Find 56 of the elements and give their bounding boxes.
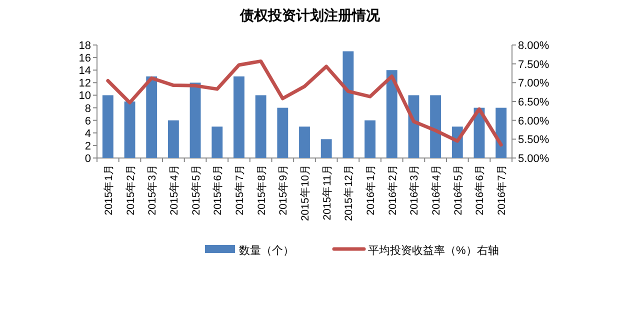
x-tick-label: 2016年1月 bbox=[365, 164, 378, 216]
y2-tick-label: 6.00% bbox=[518, 115, 550, 128]
y-tick-label: 2 bbox=[84, 140, 91, 152]
x-tick-label: 2015年2月 bbox=[124, 164, 137, 216]
bar bbox=[190, 82, 201, 158]
x-tick-label: 2016年7月 bbox=[496, 164, 508, 216]
x-tick-label: 2015年9月 bbox=[278, 164, 290, 216]
y-tick-label: 12 bbox=[78, 78, 91, 90]
bar bbox=[386, 70, 398, 158]
y-tick-label: 0 bbox=[84, 153, 91, 165]
x-tick-label: 2015年5月 bbox=[190, 164, 202, 216]
legend-label: 数量（个） bbox=[239, 245, 294, 257]
x-tick-label: 2016年3月 bbox=[408, 164, 421, 216]
x-tick-label: 2016年2月 bbox=[386, 164, 399, 216]
y2-tick-label: 5.00% bbox=[518, 153, 550, 165]
bar bbox=[277, 108, 288, 158]
x-tick-label: 2015年12月 bbox=[343, 164, 356, 222]
bar bbox=[255, 95, 266, 158]
bar bbox=[102, 95, 114, 158]
y-tick-label: 18 bbox=[78, 40, 91, 52]
y-tick-label: 10 bbox=[78, 90, 91, 102]
y2-tick-label: 6.50% bbox=[518, 96, 550, 108]
x-tick-label: 2015年1月 bbox=[102, 164, 115, 216]
x-tick-label: 2015年6月 bbox=[212, 164, 224, 216]
x-tick-label: 2015年4月 bbox=[168, 164, 180, 216]
bar bbox=[124, 102, 136, 158]
y-tick-label: 16 bbox=[78, 52, 91, 65]
x-tick-label: 2015年7月 bbox=[234, 164, 246, 216]
y2-tick-label: 7.50% bbox=[518, 58, 550, 71]
bar bbox=[146, 76, 158, 158]
bar bbox=[364, 120, 376, 158]
x-tick-label: 2015年10月 bbox=[300, 164, 312, 222]
bar bbox=[496, 108, 507, 158]
line-series bbox=[106, 59, 503, 147]
bar bbox=[342, 51, 354, 158]
bar bbox=[212, 126, 223, 158]
bar bbox=[320, 139, 332, 158]
chart-title: 债权投资计划注册情况 bbox=[239, 7, 381, 23]
y2-tick-label: 8.00% bbox=[518, 40, 550, 52]
x-tick-label: 2016年4月 bbox=[430, 164, 443, 216]
bar bbox=[234, 76, 244, 158]
bar bbox=[168, 120, 179, 158]
y-tick-label: 8 bbox=[84, 102, 91, 115]
legend-label: 平均投资收益率（%）右轴 bbox=[368, 244, 499, 257]
y-tick-label: 6 bbox=[84, 115, 91, 128]
y-tick-label: 14 bbox=[78, 65, 91, 78]
y2-tick-label: 7.00% bbox=[518, 78, 550, 90]
x-tick-label: 2016年5月 bbox=[452, 164, 464, 216]
bar bbox=[299, 126, 310, 158]
y2-tick-label: 5.50% bbox=[518, 134, 550, 146]
bar bbox=[430, 95, 442, 158]
y-tick-label: 4 bbox=[84, 128, 91, 140]
x-tick-label: 2015年3月 bbox=[146, 164, 159, 216]
x-tick-label: 2015年8月 bbox=[256, 164, 268, 216]
x-tick-label: 2016年6月 bbox=[474, 164, 486, 216]
x-tick-label: 2015年11月 bbox=[321, 164, 334, 220]
